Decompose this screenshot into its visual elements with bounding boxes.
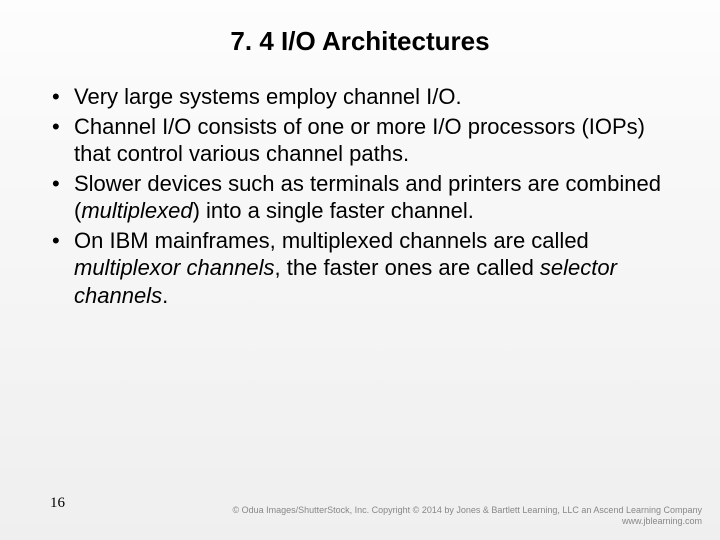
- slide-container: 7. 4 I/O Architectures Very large system…: [0, 0, 720, 540]
- copyright-block: © Odua Images/ShutterStock, Inc. Copyrig…: [232, 505, 702, 526]
- bullet-list: Very large systems employ channel I/O. Ch…: [40, 83, 680, 309]
- copyright-line-2: www.jblearning.com: [232, 516, 702, 526]
- bullet-item: Slower devices such as terminals and pri…: [50, 170, 680, 225]
- bullet-text: Very large systems employ channel I/O.: [74, 84, 462, 109]
- bullet-item: Channel I/O consists of one or more I/O …: [50, 113, 680, 168]
- bullet-text: Channel I/O consists of one or more I/O …: [74, 114, 645, 167]
- copyright-line-1: © Odua Images/ShutterStock, Inc. Copyrig…: [232, 505, 702, 515]
- bullet-text: ) into a single faster channel.: [193, 198, 474, 223]
- bullet-text-italic: multiplexed: [81, 198, 192, 223]
- bullet-item: On IBM mainframes, multiplexed channels …: [50, 227, 680, 310]
- bullet-text: On IBM mainframes, multiplexed channels …: [74, 228, 589, 253]
- slide-title: 7. 4 I/O Architectures: [40, 26, 680, 57]
- bullet-text: .: [162, 283, 168, 308]
- bullet-text: , the faster ones are called: [275, 255, 540, 280]
- page-number: 16: [50, 495, 65, 512]
- bullet-text-italic: multiplexor channels: [74, 255, 275, 280]
- bullet-item: Very large systems employ channel I/O.: [50, 83, 680, 111]
